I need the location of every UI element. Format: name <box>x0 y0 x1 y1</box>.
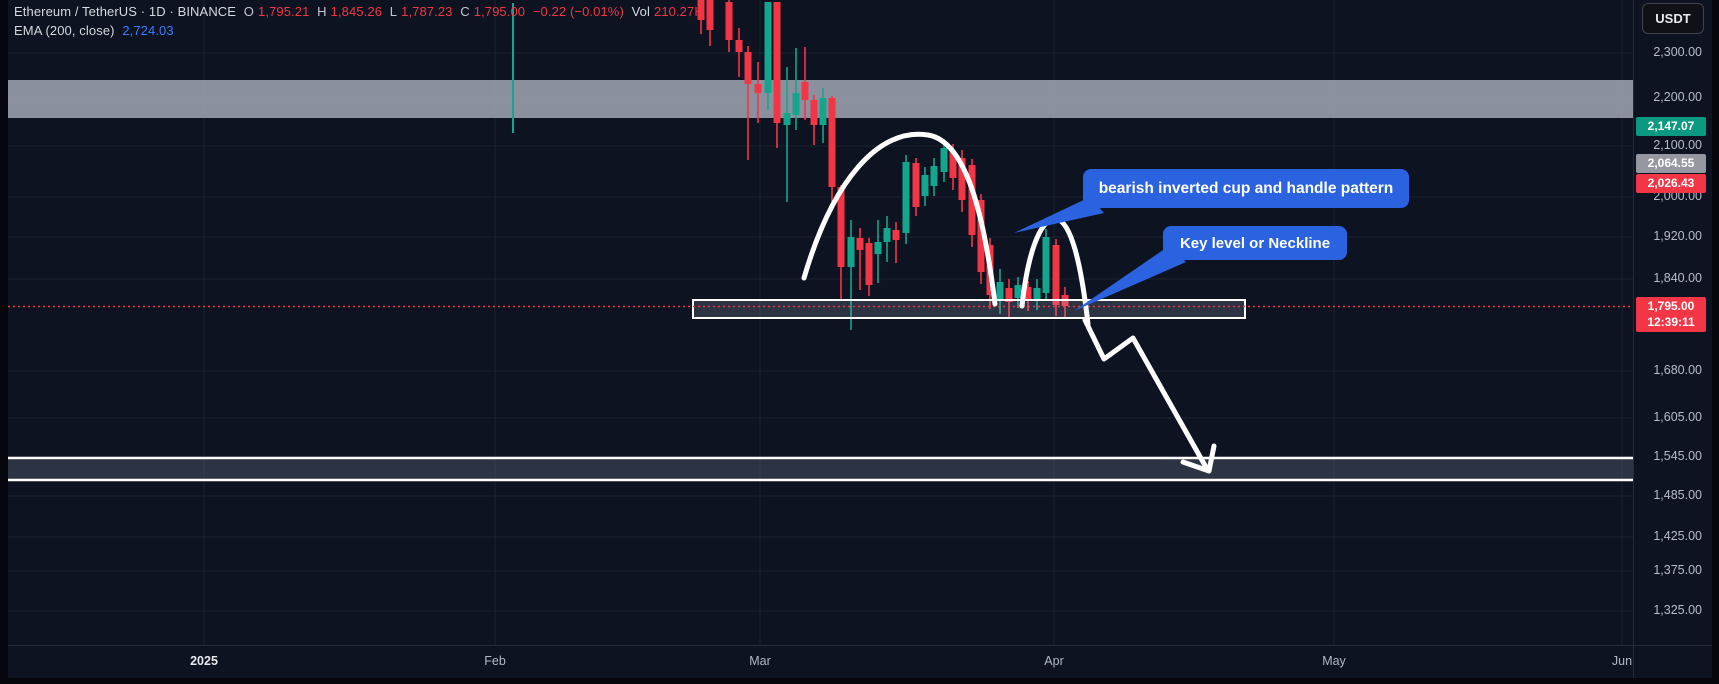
candle <box>996 282 1004 300</box>
open-value: 1,795.21 <box>258 4 310 19</box>
time-tick-label: 2025 <box>190 654 218 668</box>
cup-callout-tail <box>1014 197 1104 233</box>
price-tick-label: 1,485.00 <box>1653 488 1702 502</box>
candle <box>958 158 966 200</box>
candle <box>1052 245 1060 305</box>
candle <box>810 100 818 125</box>
time-tick-label: May <box>1322 654 1346 668</box>
projection-arrowhead <box>1180 443 1217 474</box>
candle <box>1033 288 1041 300</box>
price-tick-label: 1,680.00 <box>1653 363 1702 377</box>
candle <box>725 2 733 40</box>
candle <box>902 162 910 233</box>
candle <box>744 52 752 84</box>
price-tick-label: 1,605.00 <box>1653 410 1702 424</box>
candle <box>968 165 976 235</box>
annotation-cup-pattern-label[interactable]: bearish inverted cup and handle pattern <box>1083 169 1409 208</box>
candle <box>801 82 809 100</box>
candle <box>828 98 836 187</box>
high-label: H <box>317 4 327 19</box>
time-axis-border <box>8 645 1712 646</box>
volume-value: 210.27K <box>653 4 704 19</box>
candle <box>977 200 985 272</box>
candle <box>764 2 772 93</box>
price-tick-label: 1,920.00 <box>1653 229 1702 243</box>
candle <box>874 242 882 254</box>
candle <box>1024 287 1032 300</box>
ema-indicator-value: 2,724.03 <box>122 23 174 38</box>
candle <box>735 40 743 52</box>
time-tick-label: Jun <box>1611 654 1633 668</box>
symbol-title[interactable]: Ethereum / TetherUS · 1D · BINANCE <box>14 4 237 19</box>
candle <box>883 228 891 242</box>
candle <box>697 0 705 20</box>
price-axis-border <box>1633 0 1634 678</box>
candle <box>892 230 900 240</box>
candle <box>847 237 855 267</box>
candle <box>1042 237 1050 293</box>
candle <box>837 187 845 267</box>
symbol-ohlc-row[interactable]: Ethereum / TetherUS · 1D · BINANCE O 1,79… <box>14 4 707 19</box>
price-axis-badge: 2,064.55 <box>1636 154 1706 173</box>
price-axis[interactable]: 2,300.00 2,200.00 2,100.00 2,000.00 1,920.00… <box>1634 0 1719 645</box>
ema-indicator-name[interactable]: EMA (200, close) <box>14 23 115 38</box>
candle <box>865 243 873 285</box>
low-label: L <box>389 4 398 19</box>
price-tick-label: 1,325.00 <box>1653 603 1702 617</box>
price-axis-badge: 2,026.43 <box>1636 174 1706 193</box>
price-tick-label: 1,840.00 <box>1653 271 1702 285</box>
candle <box>783 113 791 125</box>
annotation-neckline-label[interactable]: Key level or Neckline <box>1163 226 1347 260</box>
price-tick-label: 1,425.00 <box>1653 529 1702 543</box>
candle <box>930 166 938 186</box>
volume-label: Vol <box>631 4 650 19</box>
candle <box>921 175 929 196</box>
high-value: 1,845.26 <box>330 4 383 19</box>
close-value: 1,795.00 <box>473 4 526 19</box>
candle <box>792 93 800 115</box>
close-label: C <box>460 4 470 19</box>
cup-arc-drawing[interactable] <box>801 131 998 307</box>
price-tick-label: 2,300.00 <box>1653 45 1702 59</box>
symbol-legend: Ethereum / TetherUS · 1D · BINANCE O 1,79… <box>14 4 707 38</box>
time-tick-label: Apr <box>1044 654 1064 668</box>
candle <box>949 152 957 178</box>
indicator-row[interactable]: EMA (200, close) 2,724.03 <box>14 23 707 38</box>
price-tick-label: 2,100.00 <box>1653 138 1702 152</box>
price-tick-label: 2,200.00 <box>1653 90 1702 104</box>
price-axis-badge: 2,147.07 <box>1636 117 1706 136</box>
candle <box>1005 288 1013 302</box>
candle <box>1014 285 1022 298</box>
candle <box>754 84 762 93</box>
neckline-box[interactable] <box>692 299 1246 319</box>
open-label: O <box>243 4 255 19</box>
candle <box>819 98 827 125</box>
candle <box>940 148 948 172</box>
currency-toggle-button[interactable]: USDT <box>1642 3 1704 34</box>
time-tick-label: Feb <box>484 654 506 668</box>
neckline-callout-tail <box>1074 246 1186 311</box>
low-value: 1,787.23 <box>401 4 453 19</box>
projection-arrow-drawing[interactable] <box>1082 317 1210 472</box>
price-tick-label: 1,375.00 <box>1653 563 1702 577</box>
candle <box>773 2 781 123</box>
candle <box>856 238 864 250</box>
target-zone[interactable] <box>8 458 1633 480</box>
candle <box>912 163 920 207</box>
time-axis[interactable]: 2025 Feb Mar Apr May Jun <box>8 646 1633 678</box>
change-value: −0.22 (−0.01%) <box>532 4 624 19</box>
price-axis-badge: 1,795.00 12:39:11 <box>1636 297 1706 332</box>
price-tick-label: 1,545.00 <box>1653 449 1702 463</box>
candle <box>706 0 714 30</box>
time-tick-label: Mar <box>749 654 771 668</box>
